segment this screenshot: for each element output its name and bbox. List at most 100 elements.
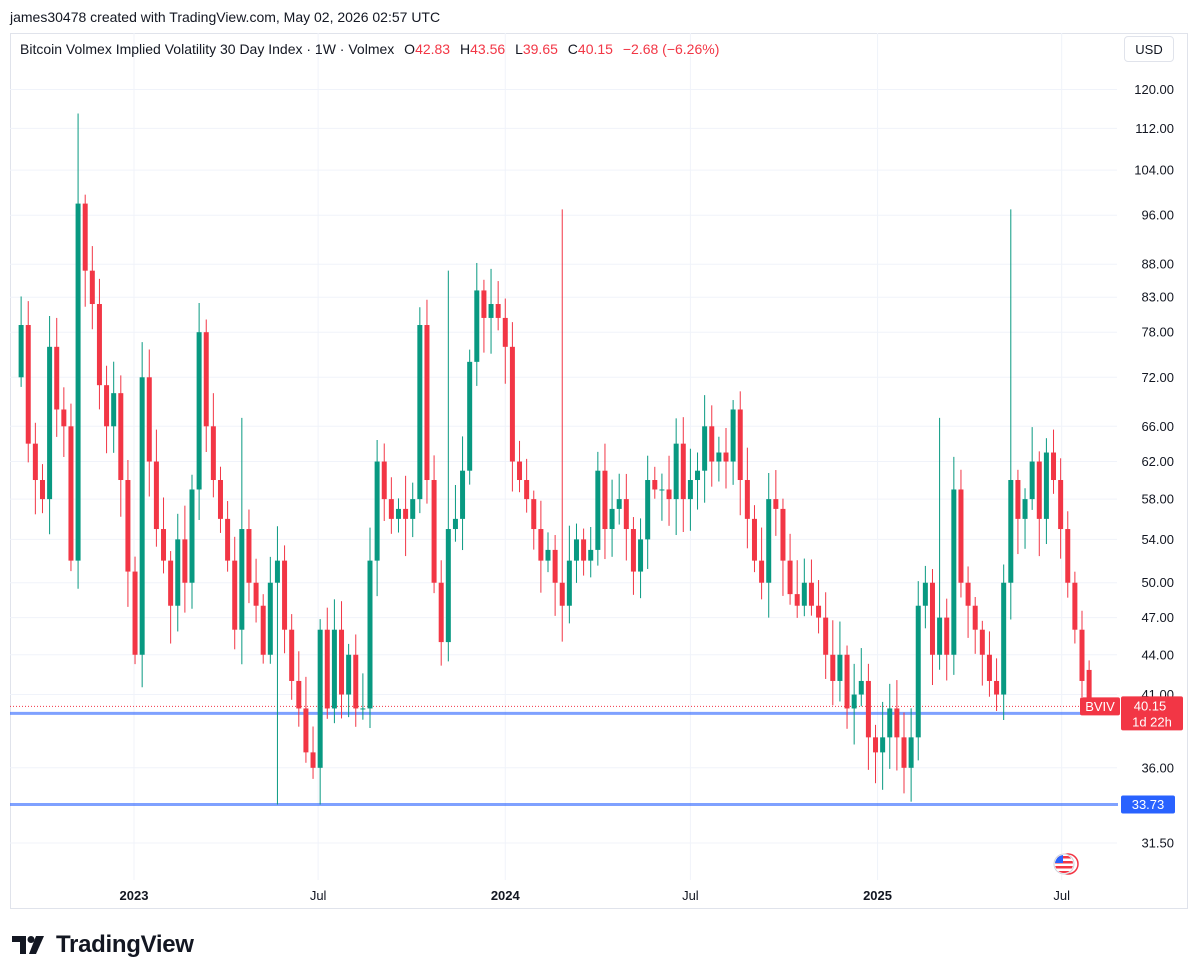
symbol-tag	[1080, 697, 1120, 716]
candle-body	[723, 452, 729, 462]
candle-body	[96, 304, 102, 386]
current-price-value: 40.15	[1134, 698, 1167, 713]
candle-body	[873, 737, 879, 753]
candle-body	[638, 539, 644, 572]
candle-body	[1029, 461, 1035, 500]
candle-body	[217, 480, 223, 519]
symbol-tag-label: BVIV	[1085, 699, 1115, 714]
candle-body	[445, 529, 451, 643]
candle-body	[730, 409, 736, 462]
candle-body	[132, 571, 138, 655]
candle-body	[915, 605, 921, 738]
candle-body	[438, 582, 444, 643]
candle-body	[54, 346, 60, 410]
price-tick-label: 120.00	[1134, 82, 1174, 97]
candle-body	[830, 654, 836, 681]
time-tick-label: Jul	[682, 888, 699, 903]
candle-body	[808, 582, 814, 606]
legend-low-value: 39.65	[522, 41, 558, 57]
candle-body	[801, 582, 807, 606]
candle-body	[232, 560, 238, 630]
candle-body	[965, 582, 971, 606]
candle-body	[267, 582, 273, 655]
candle-body	[588, 549, 594, 561]
candle-body	[395, 508, 401, 519]
bar-countdown: 1d 22h	[1132, 714, 1172, 729]
candle-body	[581, 539, 587, 561]
candle-body	[111, 393, 117, 427]
candle-body	[552, 549, 558, 583]
candle-body	[1022, 499, 1028, 519]
candle-body	[958, 489, 964, 583]
candle-body	[410, 499, 416, 519]
support-line-tag-label: 33.73	[1132, 797, 1165, 812]
time-axis[interactable]: 2023Jul2024Jul2025Jul2026Jul	[120, 888, 1200, 903]
candle-body	[502, 317, 508, 347]
candle-body	[61, 409, 67, 427]
chart-pane[interactable]	[10, 33, 1188, 909]
horizontal-lines	[10, 705, 1118, 807]
price-tick-label: 50.00	[1141, 575, 1174, 590]
candle-body	[538, 529, 544, 561]
candle-body	[474, 290, 480, 362]
candle-body	[1065, 529, 1071, 583]
candle-body	[865, 680, 871, 738]
candle-body	[339, 629, 345, 695]
candle-body	[168, 560, 174, 606]
time-tick-label: Jul	[310, 888, 327, 903]
candle-body	[175, 539, 181, 606]
candle-body	[545, 549, 551, 561]
candle-body	[331, 629, 337, 709]
candle-body	[744, 480, 750, 519]
legend-high-label: H	[460, 41, 471, 57]
candle-body	[751, 518, 757, 561]
candle-body	[104, 385, 110, 427]
candle-body	[602, 470, 608, 530]
us-flag-icon[interactable]	[1053, 853, 1079, 875]
tradingview-logo[interactable]: TradingView	[12, 930, 194, 960]
currency-button[interactable]: USD	[1124, 36, 1174, 62]
candle-body	[666, 489, 672, 500]
price-tick-label: 72.00	[1141, 370, 1174, 385]
candle-body	[367, 560, 373, 709]
candle-body	[210, 426, 216, 481]
candle-body	[509, 346, 515, 462]
candle-body	[1051, 452, 1057, 481]
candle-body	[972, 605, 978, 630]
legend-close-label: C	[567, 41, 578, 57]
candle-body	[1043, 452, 1049, 519]
candle-body	[460, 470, 466, 519]
candle-body	[979, 629, 985, 655]
candle-body	[1008, 480, 1014, 583]
candle-body	[196, 332, 202, 490]
candle-body	[25, 325, 31, 444]
candle-body	[630, 529, 636, 572]
candle-body	[403, 508, 409, 519]
candle-body	[595, 470, 601, 550]
candle-body	[381, 461, 387, 500]
candle-body	[573, 539, 579, 561]
price-tick-label: 104.00	[1134, 163, 1174, 178]
candle-body	[880, 737, 886, 753]
candle-body	[346, 654, 352, 695]
candle-body	[680, 443, 686, 500]
time-tick-label: 2023	[120, 888, 149, 903]
candle-body	[1079, 629, 1085, 681]
candle-body	[75, 203, 81, 561]
time-tick-label: 2025	[863, 888, 892, 903]
credit-line: james30478 created with TradingView.com,…	[10, 9, 441, 25]
candle-body	[125, 480, 131, 572]
candle-body	[324, 629, 330, 709]
candle-body	[702, 426, 708, 471]
candle-body	[495, 304, 501, 318]
candle-body	[773, 499, 779, 509]
candle-body	[388, 499, 394, 519]
candle-body	[937, 617, 943, 655]
candle-body	[645, 480, 651, 540]
price-axis[interactable]: 120.00 112.00 104.00 96.00 88.00 83.00 78.00 72…	[1134, 82, 1174, 851]
candle-body	[417, 325, 423, 500]
candle-body	[239, 529, 245, 630]
candle-body	[816, 605, 822, 618]
